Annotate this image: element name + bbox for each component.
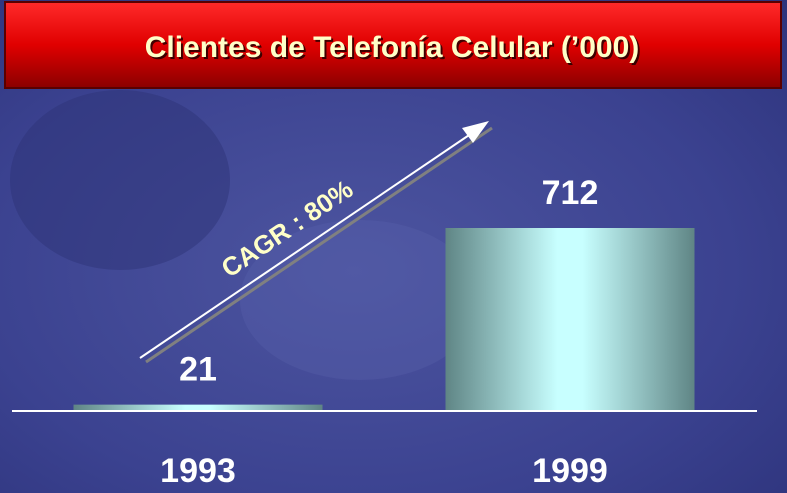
bar — [73, 404, 323, 410]
arrow-shadow — [145, 126, 493, 364]
chart-title-shadow: Clientes de Telefonía Celular (’000) — [147, 33, 642, 66]
value-label: 21 — [179, 351, 217, 389]
value-label: 712 — [542, 174, 599, 212]
bar — [445, 228, 695, 410]
x-tick-label: 1999 — [532, 452, 608, 490]
background-shade — [10, 90, 230, 270]
arrow-head — [462, 121, 489, 143]
x-tick-label: 1993 — [160, 452, 236, 490]
background-shade — [240, 220, 480, 380]
title-banner — [4, 1, 782, 89]
arrow — [139, 128, 479, 359]
chart-title: Clientes de Telefonía Celular (’000) — [145, 31, 640, 64]
